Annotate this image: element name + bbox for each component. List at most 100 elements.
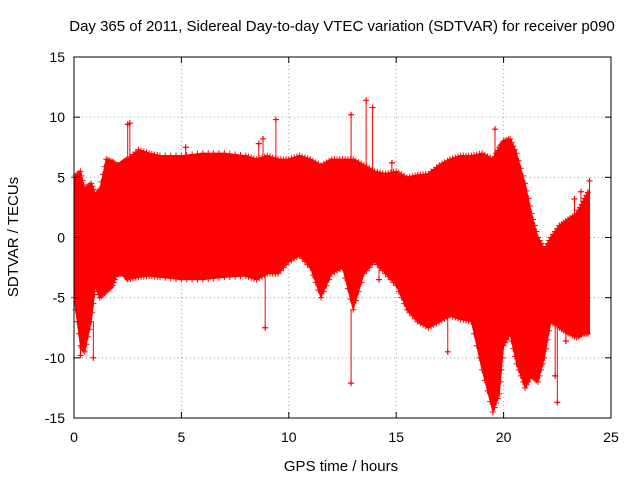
data-marker bbox=[525, 195, 532, 202]
data-marker bbox=[248, 274, 255, 281]
data-marker bbox=[491, 153, 498, 160]
data-marker bbox=[411, 315, 418, 322]
data-marker bbox=[189, 276, 196, 283]
data-marker bbox=[460, 316, 467, 323]
data-marker bbox=[578, 201, 585, 208]
data-marker bbox=[221, 274, 228, 281]
data-marker bbox=[463, 317, 470, 324]
data-marker bbox=[538, 366, 545, 373]
data-marker bbox=[513, 150, 520, 157]
data-marker bbox=[493, 399, 500, 406]
data-marker bbox=[446, 156, 453, 163]
data-marker bbox=[544, 336, 551, 343]
y-axis-label: SDTVAR / TECUs bbox=[5, 177, 22, 297]
data-marker bbox=[471, 152, 478, 159]
data-marker bbox=[393, 282, 400, 289]
data-marker bbox=[481, 377, 488, 384]
data-marker bbox=[496, 390, 503, 397]
data-marker bbox=[534, 378, 541, 385]
data-marker bbox=[552, 228, 559, 235]
data-marker bbox=[511, 353, 518, 360]
data-marker bbox=[109, 282, 116, 289]
data-marker bbox=[538, 240, 545, 247]
data-marker bbox=[575, 207, 582, 214]
data-marker bbox=[215, 150, 222, 157]
data-marker bbox=[242, 273, 249, 280]
data-marker bbox=[522, 384, 529, 391]
data-marker bbox=[130, 275, 137, 282]
data-marker bbox=[363, 267, 370, 274]
data-marker bbox=[205, 276, 212, 283]
data-marker bbox=[88, 318, 95, 325]
data-marker bbox=[250, 275, 257, 282]
data-marker bbox=[510, 143, 517, 150]
data-marker bbox=[494, 147, 501, 154]
data-marker bbox=[536, 372, 543, 379]
data-marker bbox=[457, 316, 464, 323]
y-tick-label: -15 bbox=[45, 410, 65, 426]
data-marker bbox=[226, 273, 233, 280]
x-tick-label: 0 bbox=[70, 429, 78, 445]
data-marker bbox=[411, 172, 418, 179]
data-marker bbox=[479, 366, 486, 373]
data-marker bbox=[510, 345, 517, 352]
data-marker bbox=[454, 315, 461, 322]
data-marker bbox=[138, 147, 145, 154]
data-marker bbox=[245, 153, 252, 160]
data-marker bbox=[143, 149, 150, 156]
data-marker bbox=[519, 378, 526, 385]
data-marker bbox=[360, 270, 367, 277]
data-marker bbox=[86, 326, 93, 333]
data-marker bbox=[493, 150, 500, 157]
data-marker bbox=[269, 154, 276, 161]
data-marker bbox=[293, 153, 300, 160]
data-marker bbox=[98, 178, 105, 185]
data-marker bbox=[500, 342, 507, 349]
data-marker bbox=[452, 314, 459, 321]
data-marker bbox=[382, 270, 389, 277]
data-marker bbox=[523, 381, 530, 388]
data-marker bbox=[339, 264, 346, 271]
data-marker bbox=[541, 246, 548, 253]
data-marker bbox=[74, 318, 81, 325]
data-marker bbox=[494, 395, 501, 402]
data-marker bbox=[539, 360, 546, 367]
data-marker bbox=[499, 354, 506, 361]
data-marker bbox=[583, 192, 590, 199]
data-marker bbox=[377, 264, 384, 271]
data-marker bbox=[75, 330, 82, 337]
data-marker bbox=[299, 255, 306, 262]
data-marker bbox=[92, 282, 99, 289]
data-marker bbox=[90, 186, 97, 193]
data-marker bbox=[476, 354, 483, 361]
data-marker bbox=[301, 258, 308, 265]
chart-title: Day 365 of 2011, Sidereal Day-to-day VTE… bbox=[69, 18, 615, 35]
data-marker bbox=[221, 150, 228, 157]
data-marker bbox=[248, 154, 255, 161]
data-marker bbox=[525, 378, 532, 385]
data-marker bbox=[127, 276, 134, 283]
data-marker bbox=[132, 274, 139, 281]
data-marker bbox=[315, 287, 322, 294]
data-marker bbox=[406, 309, 413, 316]
data-marker bbox=[366, 264, 373, 271]
data-marker bbox=[323, 282, 330, 289]
data-marker bbox=[199, 276, 206, 283]
data-marker bbox=[162, 274, 169, 281]
data-marker bbox=[89, 309, 96, 316]
data-marker bbox=[550, 231, 557, 238]
data-marker bbox=[401, 300, 408, 307]
data-marker bbox=[543, 345, 550, 352]
data-marker bbox=[385, 273, 392, 280]
data-marker bbox=[547, 234, 554, 241]
x-axis-label: GPS time / hours bbox=[284, 458, 398, 475]
data-marker bbox=[258, 154, 265, 161]
data-marker bbox=[409, 173, 416, 180]
data-marker bbox=[398, 294, 405, 301]
data-marker bbox=[140, 148, 147, 155]
data-marker bbox=[390, 279, 397, 286]
data-marker bbox=[511, 146, 518, 153]
data-marker bbox=[304, 155, 311, 162]
data-marker bbox=[543, 243, 550, 250]
data-marker bbox=[576, 204, 583, 211]
